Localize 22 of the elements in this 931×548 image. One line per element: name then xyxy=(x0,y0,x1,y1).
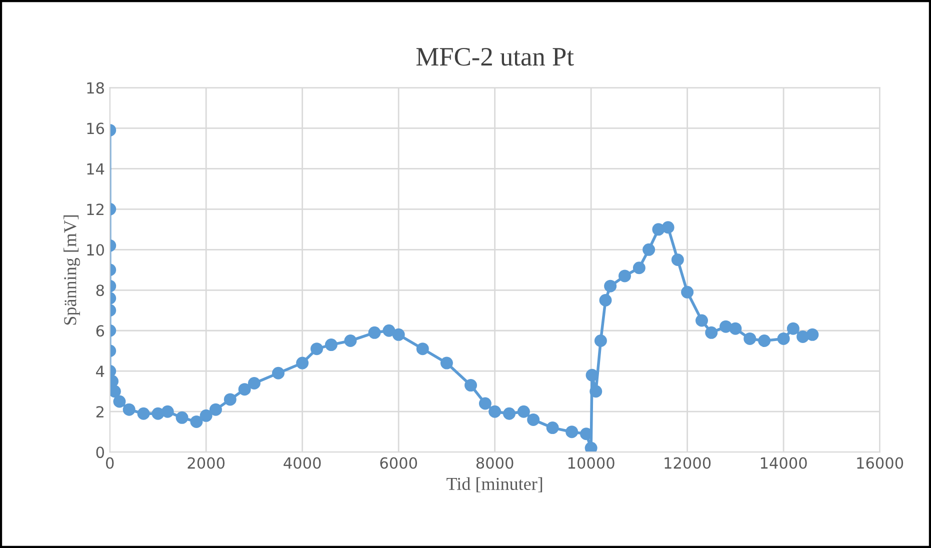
x-tick-label: 10000 xyxy=(568,457,614,469)
y-tick-label: 0 xyxy=(96,446,104,458)
x-tick-label: 4000 xyxy=(284,457,321,469)
x-tick-label: 8000 xyxy=(476,457,514,469)
x-tick-label: 2000 xyxy=(188,457,225,469)
x-tick-label: 12000 xyxy=(664,457,711,469)
y-tick-label: 2 xyxy=(96,406,104,418)
y-tick-label: 10 xyxy=(87,244,104,256)
x-tick-label: 6000 xyxy=(380,457,418,469)
y-axis-title: Spänning [mV] xyxy=(64,215,80,325)
y-tick-label: 18 xyxy=(87,82,104,94)
y-tick-label: 16 xyxy=(87,122,104,134)
y-tick-label: 6 xyxy=(96,325,104,337)
chart-title: MFC-2 utan Pt xyxy=(416,48,574,66)
y-tick-label: 4 xyxy=(96,366,104,377)
y-tick-label: 14 xyxy=(87,163,104,174)
x-tick-label: 0 xyxy=(106,457,114,469)
x-tick-label: 14000 xyxy=(760,457,807,469)
y-tick-label: 8 xyxy=(96,284,104,296)
x-tick-label: 16000 xyxy=(857,457,904,469)
y-tick-label: 12 xyxy=(87,204,104,215)
x-axis-title: Tid [minuter] xyxy=(446,477,542,492)
